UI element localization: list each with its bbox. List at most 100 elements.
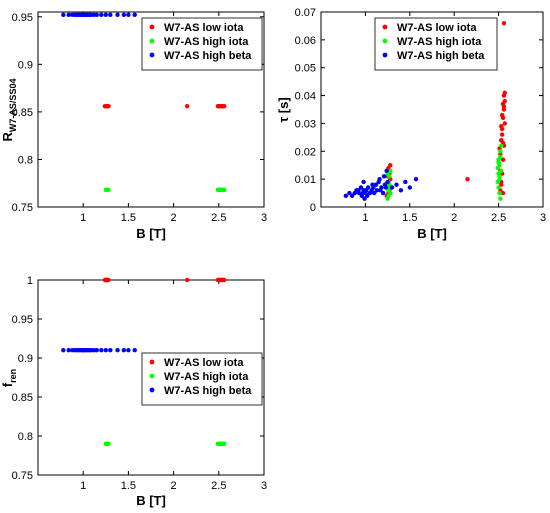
legend-entry: W7-AS high beta <box>164 385 252 397</box>
data-point <box>387 174 392 179</box>
data-point <box>347 190 352 196</box>
data-point <box>501 93 507 98</box>
data-point <box>384 168 389 173</box>
x-tick-label: 1.5 <box>121 212 136 224</box>
data-point <box>497 174 502 179</box>
series-w7-as-high-iota <box>103 187 227 193</box>
y-tick-label: 0.05 <box>295 63 316 75</box>
data-point <box>499 132 505 137</box>
y-axis-label: fren <box>0 369 18 387</box>
data-point <box>496 185 501 190</box>
x-tick-label: 2.5 <box>211 480 226 492</box>
data-point <box>383 185 389 190</box>
y-tick-label: 0.95 <box>12 314 33 326</box>
data-point <box>502 121 508 126</box>
data-point <box>403 179 408 185</box>
y-tick-label: 0 <box>310 202 316 214</box>
legend-entry: W7-AS low iota <box>164 357 244 369</box>
data-point <box>499 168 504 173</box>
data-point <box>66 12 71 18</box>
data-point <box>502 98 508 104</box>
y-tick-label: 0.07 <box>295 7 316 19</box>
data-point <box>115 348 120 353</box>
data-point <box>361 179 366 185</box>
data-point <box>380 190 386 196</box>
data-point <box>94 348 99 353</box>
data-point <box>358 185 364 190</box>
y-tick-label: 1 <box>27 275 33 287</box>
legend: W7-AS low iota W7-AS high iota W7-AS high … <box>141 17 263 71</box>
y-tick-label: 0.85 <box>12 392 33 404</box>
data-point <box>407 185 412 190</box>
x-tick-label: 2 <box>171 212 177 224</box>
x-tick-label: 2.5 <box>211 212 226 224</box>
y-tick-label: 0.06 <box>295 35 316 47</box>
data-point <box>103 348 109 353</box>
data-point <box>370 182 375 187</box>
legend-marker <box>382 52 388 58</box>
series-w7-as-high-beta <box>343 168 419 201</box>
legend-marker <box>149 52 155 58</box>
data-point <box>465 176 470 182</box>
data-point <box>501 107 507 112</box>
series-w7-as-high-iota <box>103 441 227 446</box>
y-tick-label: 0.01 <box>295 174 316 186</box>
data-point <box>496 157 501 162</box>
chart-panel-1: 1 1.5 2 2.5 3 0.75 0.8 0.85 0.9 0.95 B [T] RW7-AS/S… <box>0 11 267 241</box>
series-w7-as-low-iota <box>102 277 227 283</box>
data-point <box>66 348 71 353</box>
data-point <box>184 103 190 109</box>
data-point <box>374 188 380 193</box>
data-point <box>381 174 387 179</box>
x-axis-label: B [T] <box>136 493 166 508</box>
data-point <box>388 168 393 173</box>
data-point <box>500 157 506 162</box>
data-point <box>389 185 395 190</box>
data-point <box>61 12 66 18</box>
data-point <box>222 277 227 283</box>
series-w7-as-high-beta <box>61 12 137 18</box>
data-point <box>184 277 190 283</box>
data-point <box>103 12 109 18</box>
data-point <box>385 179 390 185</box>
data-point <box>499 182 504 187</box>
x-tick-label: 1.5 <box>121 480 136 492</box>
data-point <box>349 193 355 199</box>
series-w7-as-high-beta <box>61 348 137 353</box>
legend-marker <box>149 387 155 393</box>
x-axis-label: B [T] <box>417 226 447 241</box>
legend-marker <box>149 359 155 365</box>
data-point <box>362 196 367 201</box>
legend-marker <box>149 38 155 44</box>
legend-entry: W7-AS low iota <box>397 22 477 34</box>
data-point <box>372 190 377 196</box>
data-point <box>498 149 503 154</box>
data-point <box>99 12 104 18</box>
data-point <box>222 441 227 446</box>
legend-entry: W7-AS high iota <box>164 371 249 383</box>
data-point <box>222 187 227 193</box>
y-tick-label: 0.8 <box>18 431 33 443</box>
legend-marker <box>149 373 155 379</box>
data-point <box>126 12 131 18</box>
data-point <box>343 193 349 199</box>
data-point <box>126 348 131 353</box>
data-point <box>500 190 506 196</box>
y-tick-label: 0.75 <box>12 470 33 482</box>
series-w7-as-high-iota <box>385 143 504 201</box>
y-tick-label: 0.8 <box>18 154 33 166</box>
y-axis-label: τ [s] <box>276 97 291 122</box>
y-tick-label: 0.04 <box>295 91 316 103</box>
y-axis-label: RW7-AS/SS04 <box>0 79 18 142</box>
data-point <box>108 348 113 353</box>
x-tick-label: 1 <box>80 212 86 224</box>
data-point <box>499 124 504 129</box>
legend: W7-AS low iota W7-AS high iota W7-AS high … <box>141 352 263 406</box>
data-point <box>413 176 419 182</box>
x-tick-label: 3 <box>261 212 267 224</box>
data-point <box>106 441 111 446</box>
data-point <box>108 12 113 18</box>
data-point <box>501 20 507 26</box>
data-point <box>222 103 227 109</box>
